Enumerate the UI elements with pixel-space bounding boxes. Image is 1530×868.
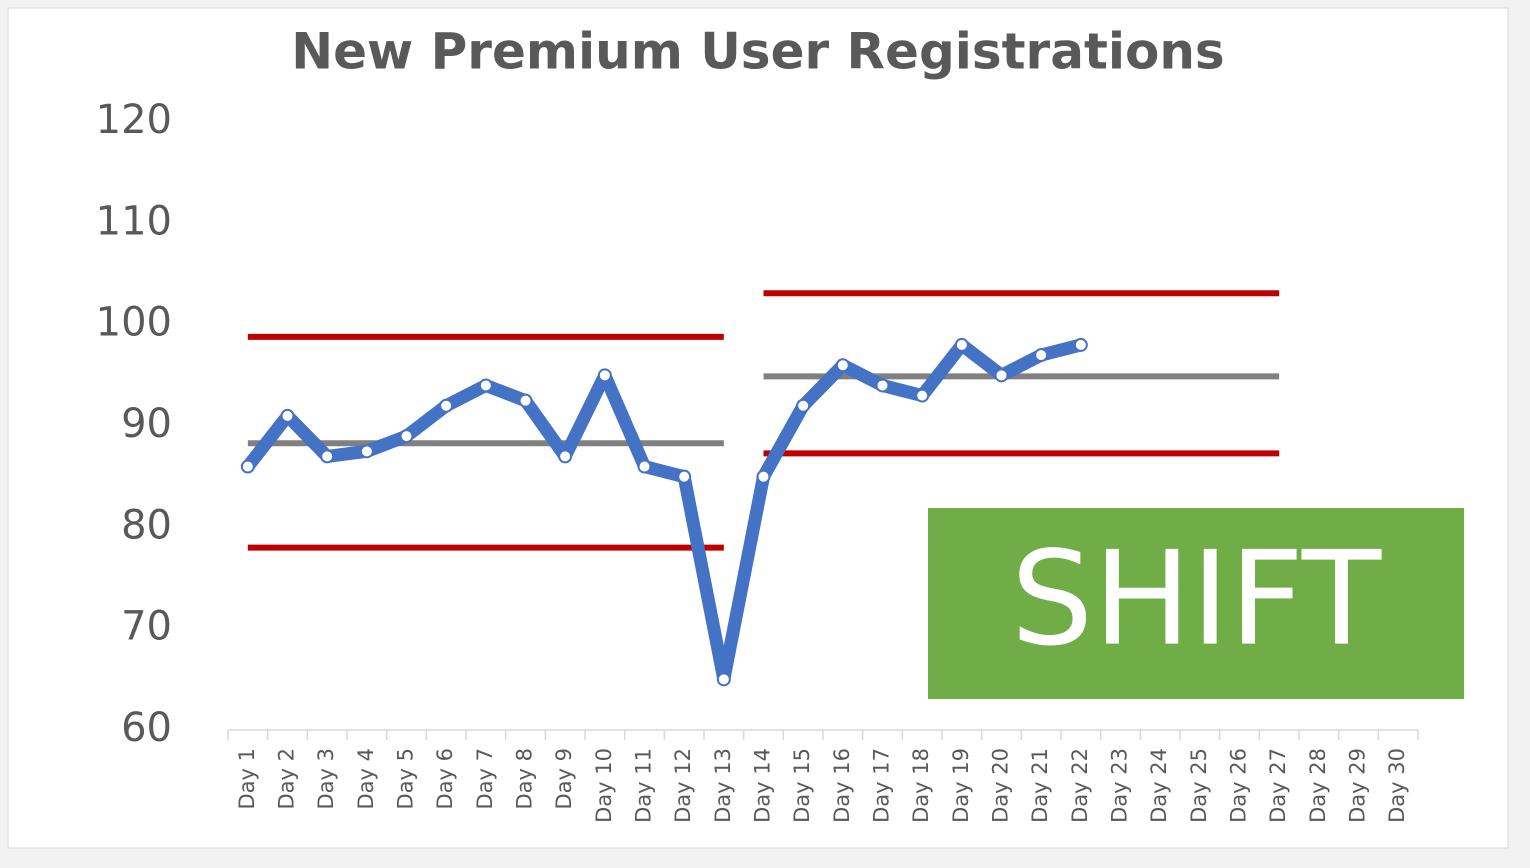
x-tick-label: Day 25 bbox=[1187, 748, 1211, 823]
x-tick-label: Day 18 bbox=[909, 748, 933, 823]
data-point bbox=[915, 388, 930, 403]
x-tick-label: Day 30 bbox=[1385, 748, 1409, 823]
data-point bbox=[756, 469, 771, 484]
data-point bbox=[994, 368, 1009, 383]
x-tick-label: Day 24 bbox=[1147, 748, 1171, 823]
y-tick-label: 120 bbox=[96, 97, 172, 143]
chart-panel bbox=[7, 7, 1509, 849]
data-point bbox=[399, 429, 414, 444]
x-tick-label: Day 12 bbox=[671, 748, 695, 823]
y-tick-label: 100 bbox=[96, 300, 172, 346]
x-tick-label: Day 23 bbox=[1108, 748, 1132, 823]
annotation-box bbox=[928, 508, 1464, 699]
data-point bbox=[637, 459, 652, 474]
x-tick-label: Day 8 bbox=[513, 748, 537, 810]
x-tick-label: Day 9 bbox=[552, 748, 576, 810]
chart-title: New Premium User Registrations bbox=[291, 23, 1224, 81]
x-tick-label: Day 21 bbox=[1028, 748, 1052, 823]
x-tick-label: Day 29 bbox=[1346, 748, 1370, 823]
x-tick-label: Day 5 bbox=[394, 748, 418, 810]
data-point bbox=[359, 444, 374, 459]
x-tick-label: Day 7 bbox=[473, 748, 497, 810]
x-tick-label: Day 22 bbox=[1068, 748, 1092, 823]
y-tick-label: 110 bbox=[96, 198, 172, 244]
y-tick-label: 90 bbox=[121, 401, 172, 447]
x-tick-label: Day 10 bbox=[592, 748, 616, 823]
x-tick-label: Day 13 bbox=[711, 748, 735, 823]
x-tick-label: Day 6 bbox=[433, 748, 457, 810]
data-point bbox=[954, 337, 969, 352]
data-point bbox=[796, 398, 811, 413]
data-point bbox=[1073, 337, 1088, 352]
data-point bbox=[558, 449, 573, 464]
x-tick-label: Day 3 bbox=[314, 748, 338, 810]
x-tick-label: Day 27 bbox=[1266, 748, 1290, 823]
data-point bbox=[875, 378, 890, 393]
x-tick-label: Day 4 bbox=[354, 748, 378, 810]
x-tick-label: Day 11 bbox=[632, 748, 656, 823]
x-tick-label: Day 28 bbox=[1306, 748, 1330, 823]
x-tick-label: Day 17 bbox=[870, 748, 894, 823]
data-point bbox=[280, 408, 295, 423]
data-point bbox=[518, 393, 533, 408]
annotation: SHIFT bbox=[1011, 523, 1382, 675]
data-point bbox=[439, 398, 454, 413]
x-tick-label: Day 16 bbox=[830, 748, 854, 823]
y-tick-label: 80 bbox=[121, 502, 172, 548]
data-point bbox=[835, 358, 850, 373]
x-tick-label: Day 26 bbox=[1227, 748, 1251, 823]
data-line bbox=[242, 338, 1083, 686]
x-tick-label: Day 14 bbox=[751, 748, 775, 823]
data-point bbox=[1034, 348, 1049, 363]
data-point bbox=[240, 459, 255, 474]
data-point bbox=[716, 672, 731, 687]
data-point bbox=[597, 368, 612, 383]
data-point bbox=[677, 469, 692, 484]
x-tick-label: Day 15 bbox=[790, 748, 814, 823]
x-tick-label: Day 19 bbox=[949, 748, 973, 823]
data-point bbox=[320, 449, 335, 464]
x-tick-label: Day 2 bbox=[275, 748, 299, 810]
y-tick-label: 60 bbox=[121, 705, 172, 751]
x-tick-label: Day 20 bbox=[989, 748, 1013, 823]
x-tick-label: Day 1 bbox=[235, 748, 259, 810]
data-point bbox=[478, 378, 493, 393]
y-tick-label: 70 bbox=[121, 604, 172, 650]
